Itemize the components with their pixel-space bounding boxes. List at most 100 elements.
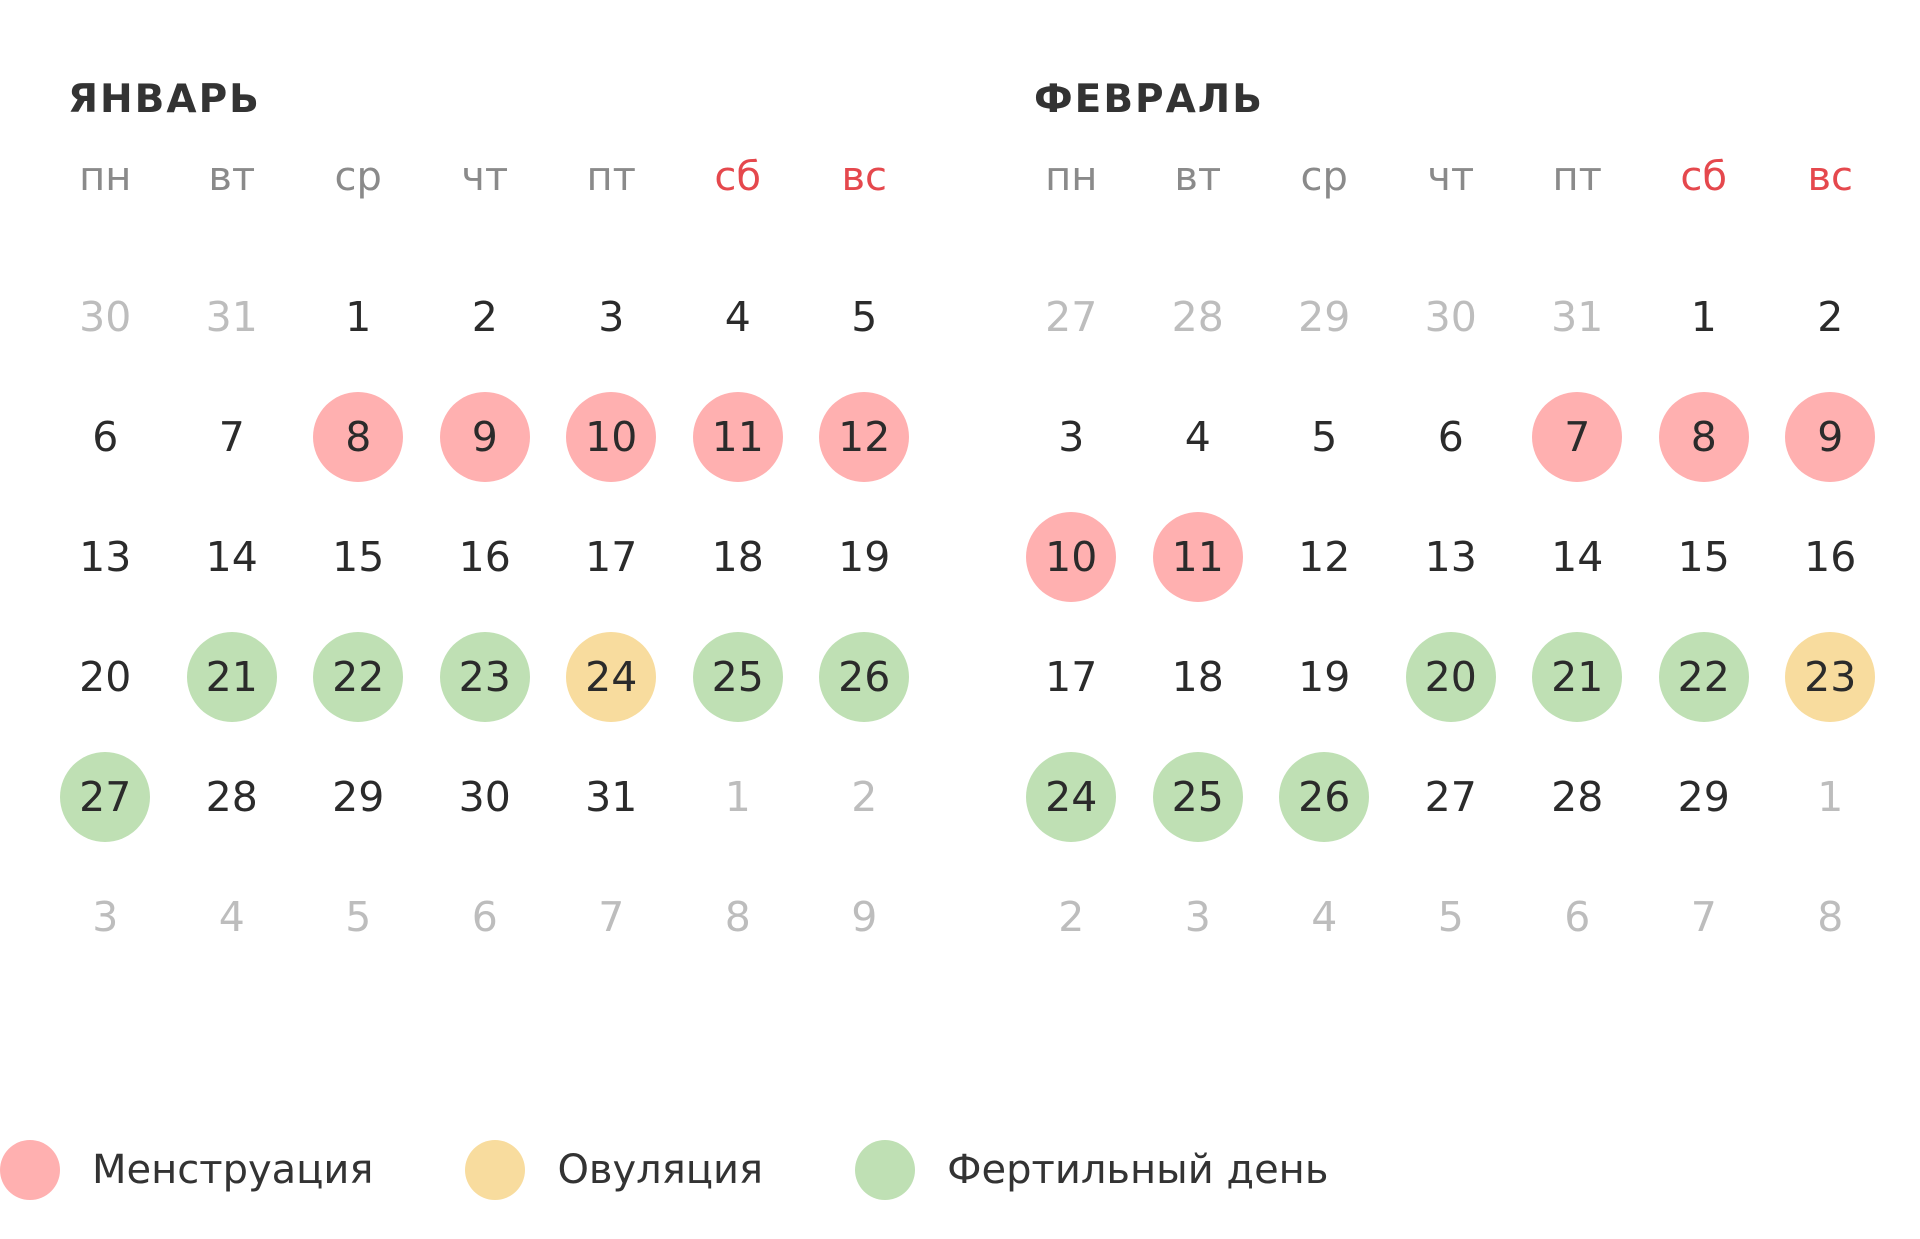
day-cell[interactable]: 18 — [675, 497, 802, 617]
day-cell[interactable]: 19 — [801, 497, 928, 617]
day-cell[interactable]: 1 — [1767, 737, 1894, 857]
day-cell[interactable]: 4 — [1135, 377, 1262, 497]
day-cell[interactable]: 30 — [422, 737, 549, 857]
day-cell[interactable]: 5 — [1388, 857, 1515, 977]
day-cell[interactable]: 16 — [422, 497, 549, 617]
day-number-other-month: 9 — [851, 893, 878, 941]
day-cell[interactable]: 17 — [1008, 617, 1135, 737]
day-cell[interactable]: 13 — [42, 497, 169, 617]
day-cell[interactable]: 25 — [1135, 737, 1262, 857]
day-cell[interactable]: 23 — [422, 617, 549, 737]
day-cell[interactable]: 27 — [42, 737, 169, 857]
day-cell[interactable]: 26 — [1261, 737, 1388, 857]
day-cell[interactable]: 9 — [422, 377, 549, 497]
day-cell[interactable]: 22 — [1641, 617, 1768, 737]
day-cell[interactable]: 21 — [1514, 617, 1641, 737]
day-cell[interactable]: 3 — [548, 257, 675, 377]
day-cell[interactable]: 7 — [548, 857, 675, 977]
day-cell[interactable]: 2 — [1008, 857, 1135, 977]
weekday-header: пн вт ср чт пт сб вс — [1008, 152, 1893, 202]
day-cell[interactable]: 7 — [1514, 377, 1641, 497]
day-cell[interactable]: 1 — [675, 737, 802, 857]
day-cell[interactable]: 1 — [1641, 257, 1768, 377]
day-number-menstruation: 11 — [692, 392, 783, 482]
day-cell[interactable]: 16 — [1767, 497, 1894, 617]
day-number-fertile: 21 — [186, 632, 277, 722]
day-cell[interactable]: 20 — [1388, 617, 1515, 737]
day-cell[interactable]: 10 — [548, 377, 675, 497]
day-cell[interactable]: 3 — [1008, 377, 1135, 497]
day-cell[interactable]: 17 — [548, 497, 675, 617]
day-cell[interactable]: 9 — [801, 857, 928, 977]
day-cell[interactable]: 31 — [1514, 257, 1641, 377]
day-cell[interactable]: 1 — [295, 257, 422, 377]
day-cell[interactable]: 21 — [169, 617, 296, 737]
day-cell[interactable]: 6 — [42, 377, 169, 497]
day-cell[interactable]: 8 — [1641, 377, 1768, 497]
day-cell[interactable]: 8 — [1767, 857, 1894, 977]
day-number: 5 — [1311, 413, 1338, 461]
day-cell[interactable]: 11 — [1135, 497, 1262, 617]
day-cell[interactable]: 7 — [1641, 857, 1768, 977]
day-cell[interactable]: 28 — [169, 737, 296, 857]
legend-item-menstruation: Менструация — [0, 1140, 373, 1200]
day-cell[interactable]: 11 — [675, 377, 802, 497]
day-cell[interactable]: 30 — [42, 257, 169, 377]
day-cell[interactable]: 29 — [1641, 737, 1768, 857]
day-cell[interactable]: 29 — [1261, 257, 1388, 377]
day-cell[interactable]: 10 — [1008, 497, 1135, 617]
day-cell[interactable]: 13 — [1388, 497, 1515, 617]
day-number: 15 — [332, 533, 385, 581]
day-cell[interactable]: 28 — [1135, 257, 1262, 377]
day-cell[interactable]: 15 — [1641, 497, 1768, 617]
day-cell[interactable]: 24 — [1008, 737, 1135, 857]
day-number-fertile: 25 — [1152, 752, 1243, 842]
day-cell[interactable]: 3 — [1135, 857, 1262, 977]
day-cell[interactable]: 8 — [295, 377, 422, 497]
day-cell[interactable]: 4 — [169, 857, 296, 977]
day-cell[interactable]: 6 — [1514, 857, 1641, 977]
day-cell[interactable]: 2 — [422, 257, 549, 377]
day-cell[interactable]: 8 — [675, 857, 802, 977]
day-cell[interactable]: 2 — [1767, 257, 1894, 377]
day-cell[interactable]: 27 — [1388, 737, 1515, 857]
day-cell[interactable]: 24 — [548, 617, 675, 737]
day-cell[interactable]: 5 — [801, 257, 928, 377]
day-cell[interactable]: 12 — [1261, 497, 1388, 617]
day-cell[interactable]: 23 — [1767, 617, 1894, 737]
day-grid: 30 31 1 2 3 4 5 6 7 8 9 10 11 12 13 14 15 16 17 18 19 20 21 22 2… — [42, 257, 927, 977]
day-cell[interactable]: 26 — [801, 617, 928, 737]
weekday-header: пн вт ср чт пт сб вс — [42, 152, 927, 202]
day-cell[interactable]: 14 — [169, 497, 296, 617]
day-cell[interactable]: 15 — [295, 497, 422, 617]
day-cell[interactable]: 6 — [422, 857, 549, 977]
day-cell[interactable]: 19 — [1261, 617, 1388, 737]
day-cell[interactable]: 28 — [1514, 737, 1641, 857]
day-cell[interactable]: 12 — [801, 377, 928, 497]
day-cell[interactable]: 14 — [1514, 497, 1641, 617]
day-cell[interactable]: 5 — [295, 857, 422, 977]
day-cell[interactable]: 9 — [1767, 377, 1894, 497]
day-number-other-month: 30 — [1424, 293, 1477, 341]
day-cell[interactable]: 31 — [169, 257, 296, 377]
day-cell[interactable]: 3 — [42, 857, 169, 977]
day-cell[interactable]: 6 — [1388, 377, 1515, 497]
day-number: 3 — [1058, 413, 1085, 461]
day-cell[interactable]: 5 — [1261, 377, 1388, 497]
day-cell[interactable]: 29 — [295, 737, 422, 857]
day-cell[interactable]: 4 — [1261, 857, 1388, 977]
day-cell[interactable]: 4 — [675, 257, 802, 377]
day-cell[interactable]: 7 — [169, 377, 296, 497]
day-cell[interactable]: 30 — [1388, 257, 1515, 377]
day-cell[interactable]: 25 — [675, 617, 802, 737]
day-cell[interactable]: 2 — [801, 737, 928, 857]
day-cell[interactable]: 22 — [295, 617, 422, 737]
day-number-other-month: 6 — [1564, 893, 1591, 941]
legend-label: Овуляция — [557, 1147, 764, 1193]
day-cell[interactable]: 20 — [42, 617, 169, 737]
day-number: 2 — [1817, 293, 1844, 341]
day-cell[interactable]: 31 — [548, 737, 675, 857]
day-cell[interactable]: 27 — [1008, 257, 1135, 377]
day-cell[interactable]: 18 — [1135, 617, 1262, 737]
weekday-label-weekend: сб — [714, 154, 762, 200]
